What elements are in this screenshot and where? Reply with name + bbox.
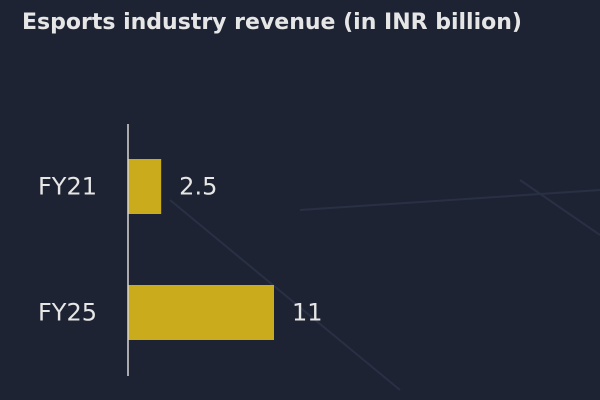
bar-fy21 bbox=[128, 159, 162, 214]
category-label-fy25: FY25 bbox=[38, 299, 97, 327]
background-decoration bbox=[169, 199, 401, 391]
background-decoration bbox=[299, 189, 600, 211]
value-label-fy25: 11 bbox=[292, 299, 323, 327]
category-label-fy21: FY21 bbox=[38, 173, 97, 201]
background-decoration bbox=[519, 179, 600, 236]
chart-title: Esports industry revenue (in INR billion… bbox=[22, 10, 522, 35]
value-label-fy21: 2.5 bbox=[179, 173, 217, 201]
bar-fy25 bbox=[128, 285, 274, 340]
